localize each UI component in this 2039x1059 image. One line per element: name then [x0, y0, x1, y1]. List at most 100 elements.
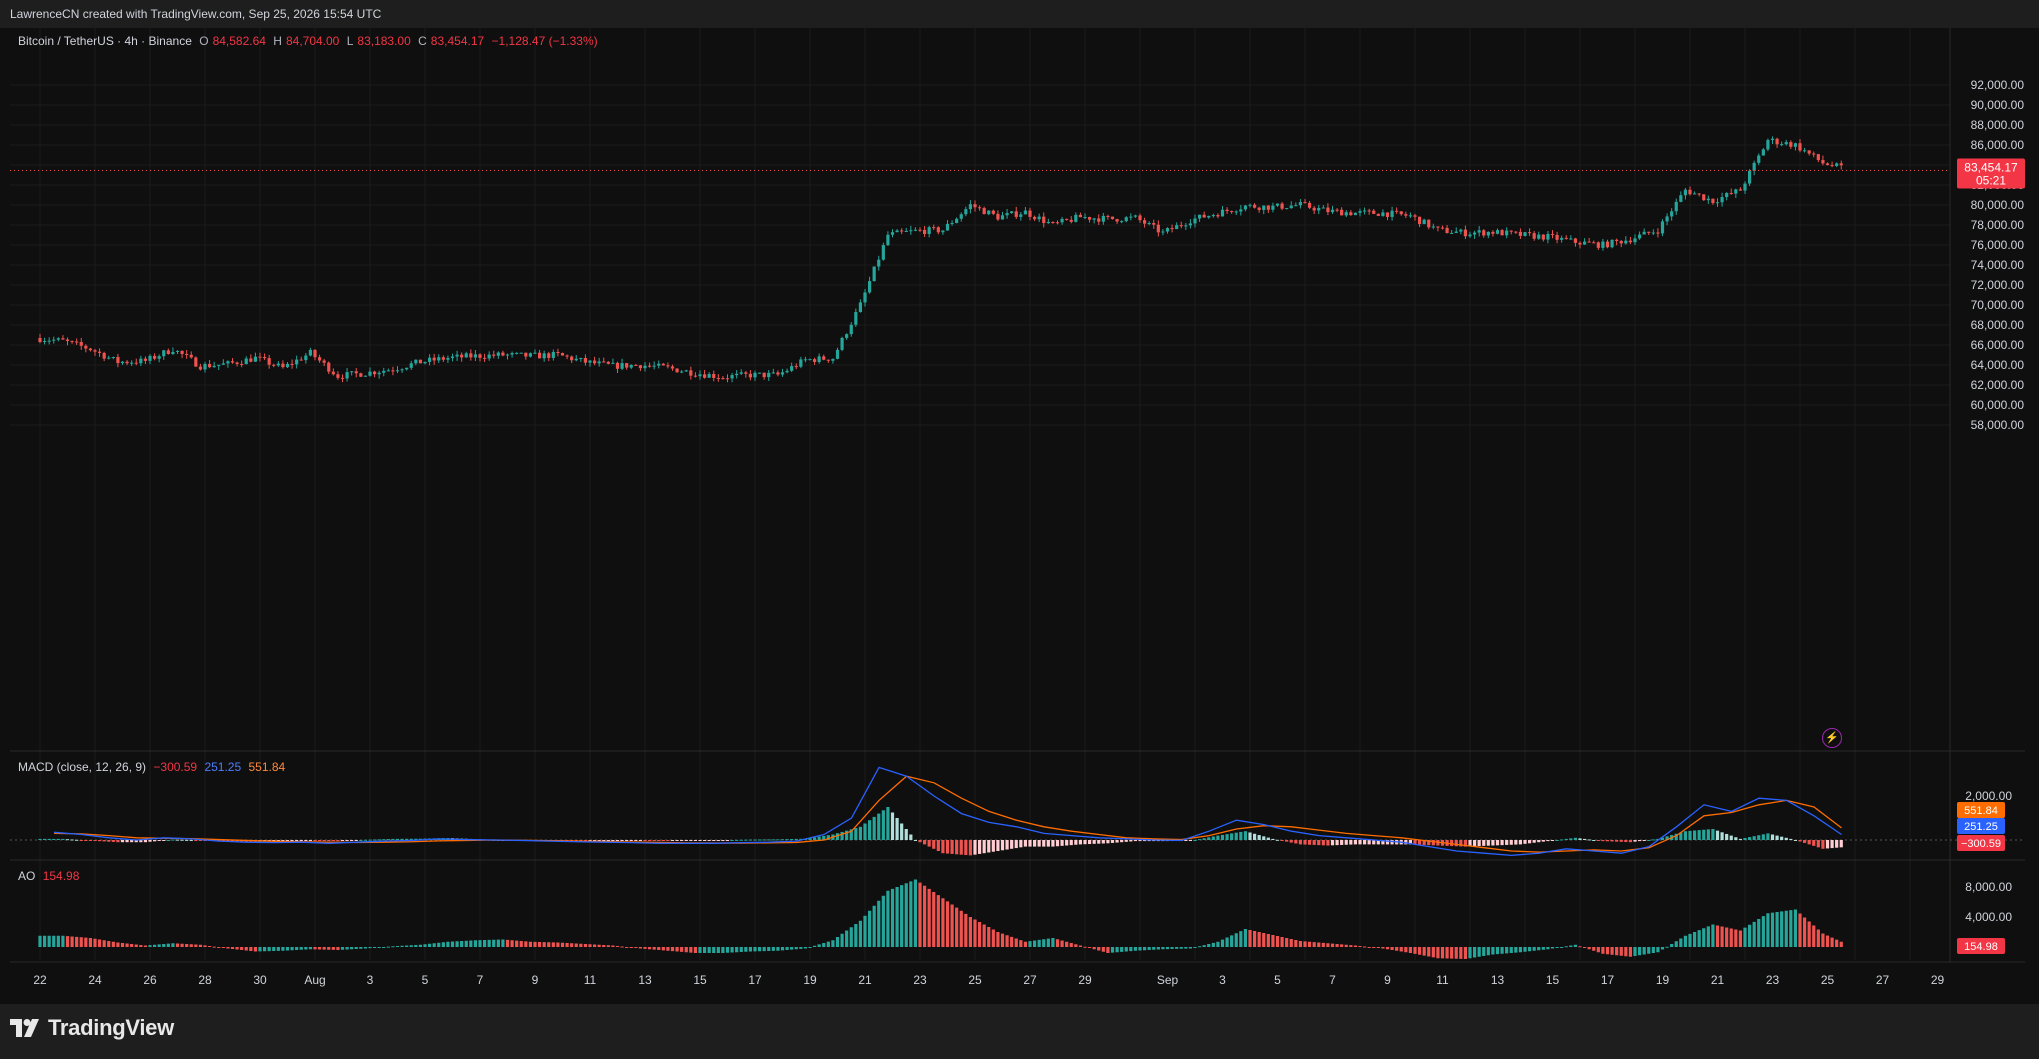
candle-down [372, 371, 377, 375]
ao-bar [377, 947, 381, 948]
ao-bar [1097, 947, 1101, 951]
time-tick-label: Aug [304, 973, 325, 987]
candle-up [111, 356, 115, 358]
ao-bar [822, 943, 826, 947]
last-price-value: 83,454.17 [1964, 160, 2018, 174]
ao-bar [1422, 947, 1426, 956]
macd-legend: MACD (close, 12, 26, 9) −300.59 251.25 5… [18, 760, 289, 774]
candle-up [295, 359, 299, 365]
time-tick-label: 24 [88, 973, 102, 987]
ao-bar [1491, 947, 1495, 955]
candle-up [739, 372, 743, 374]
candle-down [1115, 219, 1119, 222]
candle-down [1702, 194, 1706, 201]
macd-histogram-bar [1615, 840, 1619, 842]
time-tick-label: 21 [858, 973, 872, 987]
macd-histogram-bar [1647, 840, 1651, 841]
candle-down [1821, 160, 1825, 164]
macd-histogram-bar [1500, 840, 1504, 846]
time-tick-label: 3 [1219, 973, 1226, 987]
macd-histogram-bar [1454, 840, 1458, 847]
macd-histogram-bar [1065, 840, 1069, 846]
candle-up [368, 371, 372, 376]
ao-bar [322, 947, 326, 950]
ao-bar [556, 942, 560, 947]
candle-up [707, 374, 711, 378]
candle-up [304, 355, 308, 361]
macd-signal-badge [1957, 802, 2005, 818]
candle-up [1248, 204, 1252, 206]
macd-histogram-bar [1280, 840, 1284, 841]
candle-down [716, 377, 720, 379]
ao-bar [1761, 916, 1765, 947]
time-tick-label: 9 [532, 973, 539, 987]
ao-bar [739, 947, 743, 952]
time-tick-label: 29 [1931, 973, 1945, 987]
candle-down [354, 371, 358, 374]
candle-down [1032, 216, 1037, 220]
macd-histogram-bar [299, 840, 303, 841]
macd-histogram-bar [1482, 840, 1486, 846]
ao-bar [61, 935, 65, 947]
macd-histogram-bar [116, 840, 120, 843]
macd-histogram-bar [185, 839, 189, 841]
candle-up [1459, 229, 1463, 232]
ao-bar [1069, 943, 1073, 947]
candle-down [977, 207, 982, 209]
macd-histogram-bar [52, 838, 56, 840]
candle-up [175, 350, 180, 352]
price-tick-label: 76,000.00 [1971, 238, 2025, 252]
tradingview-logo[interactable]: TradingView [10, 1015, 174, 1041]
candle-up [1239, 209, 1243, 212]
ao-bar [1395, 947, 1399, 951]
macd-histogram-bar [652, 840, 656, 841]
ao-bar [1592, 947, 1596, 951]
candle-up [253, 356, 258, 362]
candle-up [835, 349, 840, 359]
candle-up [221, 363, 225, 365]
ao-bar [111, 941, 115, 947]
ao-bar [1220, 939, 1225, 947]
macd-histogram-bar [1427, 840, 1431, 846]
macd-histogram-bar [968, 840, 973, 856]
ao-bar [414, 945, 418, 947]
ao-bar [1014, 938, 1018, 947]
time-tick-label: 28 [198, 973, 212, 987]
candle-up [1294, 205, 1298, 207]
candle-up [1454, 231, 1458, 233]
ao-bar [1101, 947, 1105, 952]
macd-histogram-bar [1789, 838, 1793, 840]
candle-up [1523, 232, 1527, 236]
ao-bar [382, 947, 386, 948]
ao-bar [1482, 947, 1486, 956]
ao-bar [698, 947, 702, 953]
macd-histogram-bar [1248, 832, 1252, 840]
time-tick-label: 13 [1491, 973, 1505, 987]
macd-histogram-bar [363, 839, 368, 841]
macd-histogram-bar [1514, 840, 1518, 845]
macd-histogram-bar [1679, 832, 1683, 840]
ao-bar [285, 947, 290, 951]
macd-histogram-bar [1078, 840, 1083, 845]
candle-down [125, 361, 129, 364]
macd-histogram-bar [1802, 840, 1807, 843]
ao-bar [927, 888, 931, 947]
chart-svg[interactable]: 92,000.0090,000.0088,000.0086,000.0084,0… [0, 0, 2039, 1004]
macd-histogram-bar [1706, 829, 1710, 840]
candle-down [460, 354, 464, 358]
ao-bar [895, 887, 899, 947]
ao-bar [982, 924, 986, 947]
macd-histogram-bar [744, 839, 748, 841]
macd-histogram-bar [235, 840, 239, 842]
candle-up [1175, 225, 1179, 230]
candle-up [423, 361, 427, 364]
macd-histogram-bar [1573, 837, 1578, 840]
candle-up [1184, 225, 1188, 227]
macd-histogram-bar [1431, 840, 1435, 846]
ao-bar [602, 945, 606, 947]
macd-histogram-bar [130, 840, 134, 843]
macd-histogram-bar [1147, 840, 1151, 842]
macd-histogram-bar [780, 839, 785, 841]
macd-histogram-value: −300.59 [153, 760, 198, 774]
flash-alert-icon[interactable]: ⚡ [1822, 728, 1842, 748]
